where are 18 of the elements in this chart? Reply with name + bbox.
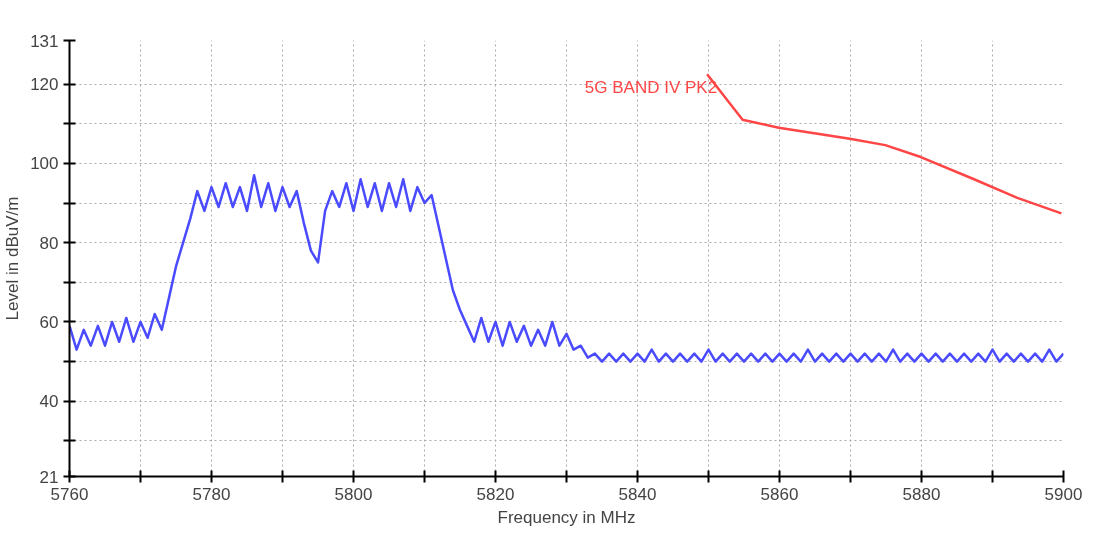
x-tick-label: 5880 [902,484,941,504]
y-tick-label: 100 [30,154,59,174]
x-tick-label: 5760 [50,484,89,504]
y-tick-label: 60 [39,312,59,332]
y-tick-label: 120 [30,75,59,95]
y-tick-label: 21 [39,467,59,487]
y-axis-title: Level in dBuV/m [3,196,23,321]
x-axis-title: Frequency in MHz [497,507,636,527]
x-tick-label: 5840 [618,484,657,504]
x-tick-label: 5860 [760,484,799,504]
x-tick-label: 5820 [476,484,515,504]
y-tick-label: 80 [39,233,59,253]
line-series [69,174,1064,363]
x-tick-label: 5780 [192,484,231,504]
y-tick-label: 131 [30,31,59,51]
y-tick-label: 40 [39,392,59,412]
x-tick-label: 5900 [1044,484,1083,504]
x-tick-label: 5800 [334,484,373,504]
